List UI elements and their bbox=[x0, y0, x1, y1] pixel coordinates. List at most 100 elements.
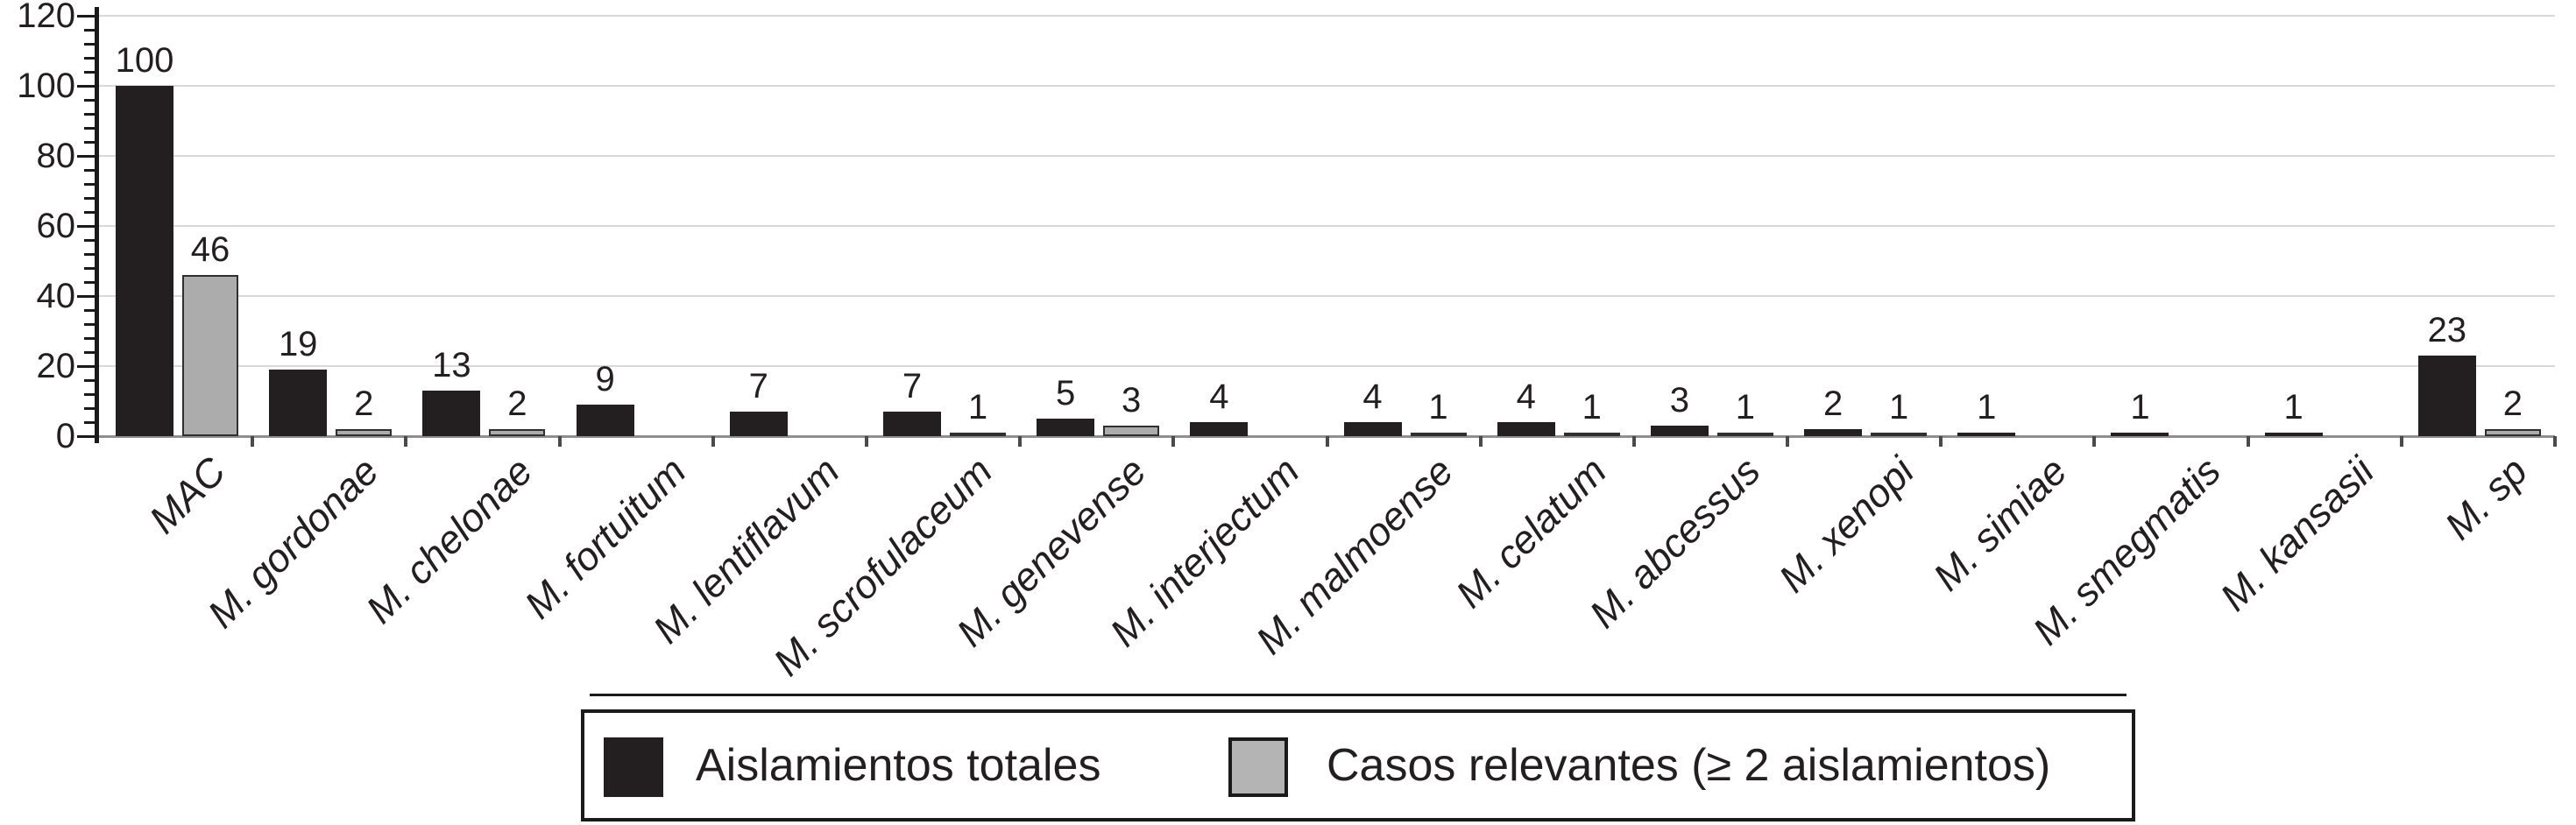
x-axis-boundary-tick bbox=[1325, 436, 1329, 447]
bar-value-label: 3 bbox=[1122, 381, 1142, 420]
bar-total bbox=[2417, 356, 2476, 436]
y-axis-minor-tick bbox=[84, 351, 98, 354]
y-axis-tick-label: 60 bbox=[36, 207, 76, 245]
y-axis-tick-label: 100 bbox=[17, 67, 75, 105]
y-axis-minor-tick bbox=[84, 211, 98, 214]
y-axis-tick-label: 80 bbox=[36, 137, 76, 175]
category-label: MAC bbox=[139, 448, 234, 542]
bar-total bbox=[1190, 422, 1249, 436]
bar-value-label: 7 bbox=[748, 367, 768, 405]
y-axis-major-tick bbox=[77, 225, 98, 228]
y-axis-minor-tick bbox=[84, 113, 98, 116]
y-axis-minor-tick bbox=[84, 71, 98, 74]
x-axis-boundary-tick bbox=[864, 436, 868, 447]
bar-relevant bbox=[336, 429, 393, 436]
bar-relevant bbox=[1563, 433, 1620, 436]
bar-value-label: 23 bbox=[2427, 311, 2467, 349]
x-axis-boundary-tick bbox=[1786, 436, 1790, 447]
y-axis-minor-tick bbox=[84, 183, 98, 186]
x-axis-boundary-tick bbox=[2246, 436, 2250, 447]
bar-value-label: 2 bbox=[2502, 384, 2523, 423]
y-gridline bbox=[99, 365, 2555, 367]
y-axis-minor-tick bbox=[84, 29, 98, 32]
legend-label-totales: Aislamientos totales bbox=[696, 740, 1101, 791]
y-axis-tick-label: 120 bbox=[17, 0, 75, 35]
bar-value-label: 5 bbox=[1056, 374, 1076, 412]
bar-total bbox=[1497, 422, 1555, 436]
bar-relevant bbox=[2484, 429, 2541, 436]
bar-value-label: 2 bbox=[507, 384, 527, 423]
bar-total bbox=[2264, 433, 2323, 436]
bar-total bbox=[2111, 433, 2169, 436]
bar-value-label: 1 bbox=[967, 388, 988, 427]
bar-value-label: 1 bbox=[1735, 388, 1755, 427]
legend-swatch-totales bbox=[604, 737, 663, 797]
y-gridline bbox=[99, 155, 2555, 157]
category-label: M. chelonae bbox=[357, 448, 541, 632]
x-axis-boundary-tick bbox=[1631, 436, 1636, 447]
category-label: M. kansasii bbox=[2212, 448, 2383, 620]
y-axis-minor-tick bbox=[84, 407, 98, 410]
x-axis-boundary-tick bbox=[711, 436, 715, 447]
y-axis-minor-tick bbox=[84, 197, 98, 200]
y-axis-minor-tick bbox=[84, 337, 98, 340]
bar-value-label: 4 bbox=[1516, 377, 1536, 416]
bar-total bbox=[1804, 429, 1863, 436]
x-axis-boundary-tick bbox=[2399, 436, 2403, 447]
y-axis-minor-tick bbox=[84, 43, 98, 46]
bar-relevant bbox=[182, 275, 238, 436]
bar-total bbox=[576, 405, 634, 436]
y-axis-minor-tick bbox=[84, 421, 98, 424]
bar-total bbox=[729, 412, 788, 436]
bar-total bbox=[269, 370, 328, 436]
x-axis-boundary-tick bbox=[1939, 436, 1943, 447]
x-axis-boundary-tick bbox=[1171, 436, 1176, 447]
bar-value-label: 9 bbox=[595, 360, 615, 398]
y-gridline bbox=[99, 15, 2555, 17]
y-axis-minor-tick bbox=[84, 239, 98, 242]
x-axis-boundary-tick bbox=[251, 436, 255, 447]
y-axis-minor-tick bbox=[84, 267, 98, 270]
y-axis-minor-tick bbox=[84, 393, 98, 396]
y-axis-tick-label: 20 bbox=[36, 347, 76, 385]
y-axis-tick-label: 40 bbox=[36, 277, 76, 315]
legend: Aislamientos totales Casos relevantes (≥… bbox=[581, 709, 2135, 821]
bar-value-label: 2 bbox=[354, 384, 374, 423]
bar-relevant bbox=[949, 433, 1006, 436]
y-axis-minor-tick bbox=[84, 57, 98, 60]
y-axis-minor-tick bbox=[84, 323, 98, 326]
bar-total bbox=[1343, 422, 1402, 436]
y-axis-minor-tick bbox=[84, 127, 98, 130]
bar-value-label: 3 bbox=[1669, 381, 1689, 420]
bar-value-label: 1 bbox=[1977, 388, 1997, 427]
bar-value-label: 4 bbox=[1209, 377, 1229, 416]
y-axis-major-tick bbox=[77, 365, 98, 368]
y-axis-minor-tick bbox=[84, 253, 98, 256]
y-axis-major-tick bbox=[77, 295, 98, 298]
bar-value-label: 1 bbox=[2130, 388, 2150, 427]
y-axis-minor-tick bbox=[84, 169, 98, 172]
bar-value-label: 100 bbox=[115, 41, 174, 80]
bar-relevant bbox=[1716, 433, 1773, 436]
bar-value-label: 13 bbox=[432, 346, 471, 384]
bar-total bbox=[116, 86, 173, 436]
y-axis-minor-tick bbox=[84, 379, 98, 382]
legend-swatch-relevantes bbox=[1228, 737, 1288, 797]
x-axis-boundary-tick bbox=[557, 436, 562, 447]
bar-value-label: 1 bbox=[2283, 388, 2304, 427]
bar-total bbox=[422, 391, 481, 436]
y-axis-minor-tick bbox=[84, 141, 98, 144]
bar-relevant bbox=[1103, 426, 1160, 436]
legend-label-relevantes: Casos relevantes (≥ 2 aislamientos) bbox=[1327, 740, 2051, 791]
bar-total bbox=[1037, 419, 1095, 436]
y-gridline bbox=[99, 225, 2555, 227]
y-gridline bbox=[99, 295, 2555, 297]
bar-value-label: 2 bbox=[1822, 384, 1844, 423]
bar-value-label: 1 bbox=[1888, 388, 1909, 427]
bar-relevant bbox=[1871, 433, 1928, 436]
bar-relevant bbox=[1410, 433, 1467, 436]
category-label: M. sp bbox=[2436, 448, 2537, 548]
bar-relevant bbox=[489, 429, 546, 436]
x-axis-boundary-tick bbox=[404, 436, 408, 447]
